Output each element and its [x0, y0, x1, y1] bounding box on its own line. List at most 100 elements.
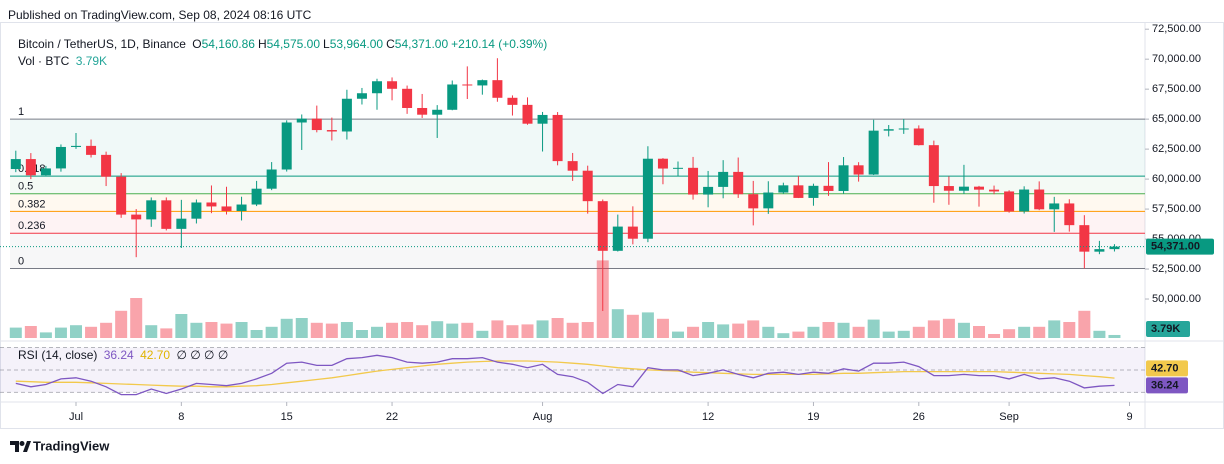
candle-body: [492, 80, 503, 98]
ohlc-value: 54,160.86: [201, 37, 255, 51]
volume-bar: [416, 325, 429, 338]
last-price-label: 54,371.00: [1151, 241, 1200, 253]
volume-badge: [1146, 321, 1190, 337]
candle-body: [296, 118, 307, 123]
volume-bar: [70, 325, 82, 338]
candle-body: [733, 171, 744, 195]
y-tick-label: 65,000.00: [1152, 113, 1201, 125]
volume-badge-label: 3.79K: [1151, 323, 1180, 335]
candle-body: [1004, 191, 1015, 212]
volume-bar: [280, 318, 293, 338]
rsi-ma-badge-label: 42.70: [1151, 362, 1179, 374]
volume-bar: [295, 318, 308, 338]
volume-bar: [912, 326, 925, 338]
rsi-ma-last: 42.70: [140, 348, 171, 362]
volume-bar: [401, 322, 414, 338]
x-tick-label: 12: [702, 411, 714, 423]
x-tick-label: 8: [178, 411, 184, 423]
x-tick-label: Aug: [533, 411, 553, 423]
brand: TradingView: [33, 438, 110, 453]
rsi-placeholders: ∅ ∅ ∅ ∅: [176, 348, 229, 362]
volume-bar: [431, 321, 444, 338]
candle-body: [462, 84, 473, 86]
candle-body: [417, 107, 428, 115]
fib-band: [10, 233, 1145, 269]
symbol-legend: Bitcoin / TetherUS, 1D, Binance O54,160.…: [18, 37, 550, 51]
candle-body: [989, 189, 1000, 192]
logo: [10, 441, 31, 452]
candle-body: [86, 145, 97, 155]
volume-bar: [386, 322, 399, 338]
volume-bar: [988, 334, 1001, 338]
candle-body: [823, 185, 834, 191]
candle-body: [688, 167, 699, 195]
candle-body: [763, 192, 774, 209]
ohlc-key: L: [323, 37, 330, 51]
volume-bar: [446, 323, 459, 338]
candle-body: [582, 170, 593, 202]
y-tick-label: 62,500.00: [1152, 143, 1201, 155]
volume-bar: [792, 331, 805, 338]
volume-bar: [355, 330, 368, 338]
volume-bar: [551, 318, 564, 338]
volume-bar: [973, 326, 985, 338]
fib-band: [10, 193, 1145, 212]
volume-bar: [39, 332, 52, 338]
volume-bar: [461, 322, 474, 338]
x-tick-label: 26: [913, 411, 925, 423]
y-tick-label: 50,000.00: [1152, 293, 1201, 305]
fib-label: 0: [18, 255, 24, 267]
volume-bar: [536, 320, 549, 338]
candle-body: [10, 159, 21, 170]
ohlc-key: C: [386, 37, 395, 51]
candle-body: [55, 146, 66, 169]
ohlc-value: 53,964.00: [329, 37, 384, 51]
candle-body: [432, 109, 443, 115]
y-tick-label: 57,500.00: [1152, 203, 1201, 215]
candle-body: [146, 200, 157, 220]
rsi-line: [15, 354, 1115, 396]
candle-body: [748, 194, 759, 209]
candle-body: [537, 114, 548, 124]
candle-body: [447, 84, 458, 110]
volume-bar: [476, 330, 489, 338]
candle-body: [266, 169, 277, 189]
volume-bar: [641, 312, 654, 338]
candle-body: [657, 158, 668, 169]
volume-bar: [1063, 322, 1076, 338]
rsi-legend: RSI (14, close) 36.24 42.70 ∅ ∅ ∅ ∅: [18, 348, 231, 362]
candle-body: [943, 186, 954, 191]
candle-body: [1079, 225, 1090, 252]
x-tick-label: Sep: [999, 411, 1019, 423]
fib-label: 1: [18, 106, 24, 118]
fib-label: 0.382: [18, 198, 46, 210]
volume-bar: [957, 322, 970, 338]
volume-bar: [1093, 330, 1106, 338]
volume-bar: [24, 326, 37, 338]
candle-body: [1094, 249, 1105, 252]
volume-bar: [130, 298, 143, 338]
volume-bar: [145, 325, 158, 338]
volume-title: Vol · BTC: [18, 54, 70, 68]
fib-label: 0.236: [18, 220, 46, 232]
rsi-last: 36.24: [103, 348, 134, 362]
rsi-ma-line: [15, 360, 1115, 388]
volume-legend: Vol · BTC 3.79K: [18, 54, 110, 68]
ohlc-value: 54,575.00: [266, 37, 321, 51]
candle-body: [176, 218, 187, 229]
volume-bar: [265, 326, 278, 338]
candle-body: [958, 186, 969, 191]
candle-body: [161, 200, 172, 229]
candle-body: [116, 176, 127, 215]
y-tick-label: 60,000.00: [1152, 173, 1201, 185]
y-tick-label: 67,500.00: [1152, 83, 1201, 95]
candle-body: [567, 161, 578, 171]
change: +210.14 (+0.39%): [451, 37, 548, 51]
fib-band: [10, 211, 1145, 234]
candle-body: [1049, 203, 1060, 210]
volume-bar: [115, 310, 128, 338]
candle-body: [326, 130, 337, 132]
candle-body: [251, 188, 262, 205]
volume-bar: [100, 322, 113, 338]
